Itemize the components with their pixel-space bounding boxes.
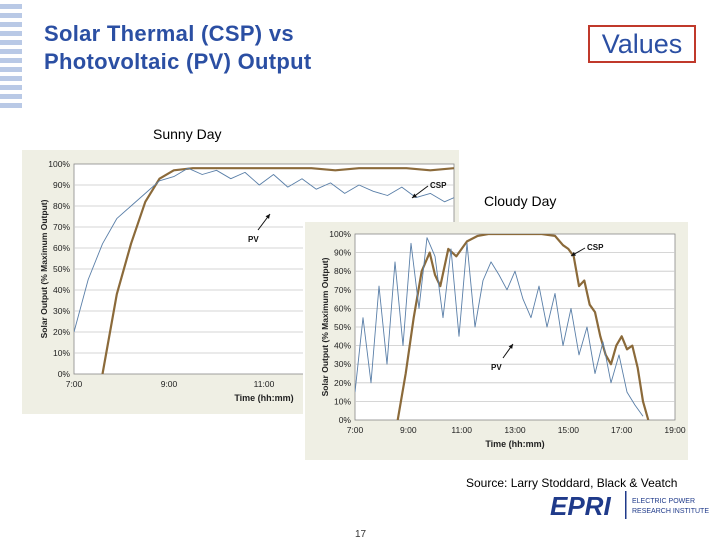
sunny-y-tick-label: 100%: [48, 159, 70, 169]
cloudy-y-tick-label: 80%: [334, 266, 351, 276]
cloudy-annotation-csp: CSP: [587, 243, 604, 252]
cloudy-x-tick-label: 19:00: [664, 425, 686, 435]
cloudy-y-tick-label: 90%: [334, 248, 351, 258]
cloudy-day-heading: Cloudy Day: [484, 193, 557, 209]
sunny-y-tick-label: 40%: [53, 285, 70, 295]
epri-logo-line-1: ELECTRIC POWER: [632, 498, 695, 505]
page-number: 17: [355, 529, 367, 540]
cloudy-day-chart-svg: 0% 10% 20% 30% 40% 50% 60% 70% 80% 90% 100% 7:00 9:0…: [305, 222, 688, 460]
epri-logo-divider: [625, 491, 627, 519]
cloudy-y-tick-label: 30%: [334, 359, 351, 369]
source-note: Source: Larry Stoddard, Black & Veatch: [466, 476, 678, 490]
stripe-bar: [0, 31, 22, 36]
stripe-bar: [0, 4, 22, 9]
slide-title-line-2: Photovoltaic (PV) Output: [44, 49, 312, 74]
sunny-x-tick-label: 9:00: [161, 379, 178, 389]
cloudy-x-tick-label: 7:00: [347, 425, 364, 435]
cloudy-x-axis-label: Time (hh:mm): [485, 439, 544, 449]
sunny-y-tick-label: 30%: [53, 306, 70, 316]
stripe-bar: [0, 49, 22, 54]
sunny-x-tick-label: 11:00: [254, 379, 275, 389]
stripe-bar: [0, 103, 22, 108]
stripe-bar: [0, 40, 22, 45]
cloudy-x-tick-label: 9:00: [400, 425, 417, 435]
cloudy-x-tick-label: 13:00: [504, 425, 526, 435]
sunny-y-tick-label: 70%: [53, 222, 70, 232]
slide-title-line-1: Solar Thermal (CSP) vs: [44, 21, 294, 46]
stripe-bar: [0, 94, 22, 99]
cloudy-y-axis-label: Solar Output (% Maximum Output): [320, 257, 330, 396]
sunny-y-tick-label: 0%: [58, 369, 71, 379]
stripe-bar: [0, 67, 22, 72]
sunny-annotation-arrowhead-pv: [265, 214, 270, 219]
cloudy-y-tick-label: 10%: [334, 396, 351, 406]
cloudy-y-tick-label: 20%: [334, 378, 351, 388]
sunny-y-tick-label: 90%: [53, 180, 70, 190]
sunny-series-csp-line: [101, 167, 454, 374]
sunny-annotation-pv: PV: [248, 235, 259, 244]
cloudy-x-tick-label: 11:00: [451, 425, 472, 435]
cloudy-series-pv-line: [355, 237, 644, 417]
cloudy-series-csp-line: [396, 234, 650, 420]
cloudy-x-tick-label: 17:00: [611, 425, 633, 435]
cloudy-y-tick-label: 60%: [334, 303, 351, 313]
cloudy-annotation-arrowhead-csp: [571, 251, 576, 256]
sunny-day-heading: Sunny Day: [153, 126, 222, 142]
stripe-bar: [0, 85, 22, 90]
values-badge: Values: [588, 25, 696, 63]
epri-logo-line-2: RESEARCH INSTITUTE: [632, 508, 709, 515]
sunny-y-tick-label: 20%: [53, 327, 70, 337]
sunny-y-tick-label: 80%: [53, 201, 70, 211]
cloudy-x-tick-label: 15:00: [558, 425, 580, 435]
slide-stripe-decoration: [0, 4, 22, 108]
sunny-y-tick-label: 50%: [53, 264, 70, 274]
sunny-x-tick-label: 7:00: [66, 379, 83, 389]
sunny-y-tick-label: 60%: [53, 243, 70, 253]
sunny-y-axis-label: Solar Output (% Maximum Output): [39, 199, 49, 338]
slide-title: Solar Thermal (CSP) vs Photovoltaic (PV)…: [44, 20, 312, 76]
epri-logo-wordmark: EPRI: [550, 491, 611, 521]
epri-logo: EPRI ELECTRIC POWER RESEARCH INSTITUTE: [548, 485, 718, 525]
sunny-annotation-csp: CSP: [430, 181, 447, 190]
cloudy-day-chart: 0% 10% 20% 30% 40% 50% 60% 70% 80% 90% 100% 7:00 9:0…: [305, 222, 688, 460]
cloudy-y-tick-label: 0%: [339, 415, 352, 425]
sunny-y-tick-label: 10%: [53, 348, 70, 358]
stripe-bar: [0, 22, 22, 27]
cloudy-y-tick-label: 70%: [334, 285, 351, 295]
sunny-series-pv-line: [74, 167, 454, 333]
stripe-bar: [0, 58, 22, 63]
sunny-annotation-arrowhead-csp: [412, 193, 417, 198]
cloudy-y-tick-label: 40%: [334, 341, 351, 351]
sunny-x-axis-label: Time (hh:mm): [234, 393, 293, 403]
cloudy-annotation-arrowhead-pv: [508, 344, 513, 349]
cloudy-y-tick-label: 100%: [329, 229, 351, 239]
stripe-bar: [0, 13, 22, 18]
cloudy-y-tick-label: 50%: [334, 322, 351, 332]
stripe-bar: [0, 76, 22, 81]
cloudy-annotation-pv: PV: [491, 363, 502, 372]
